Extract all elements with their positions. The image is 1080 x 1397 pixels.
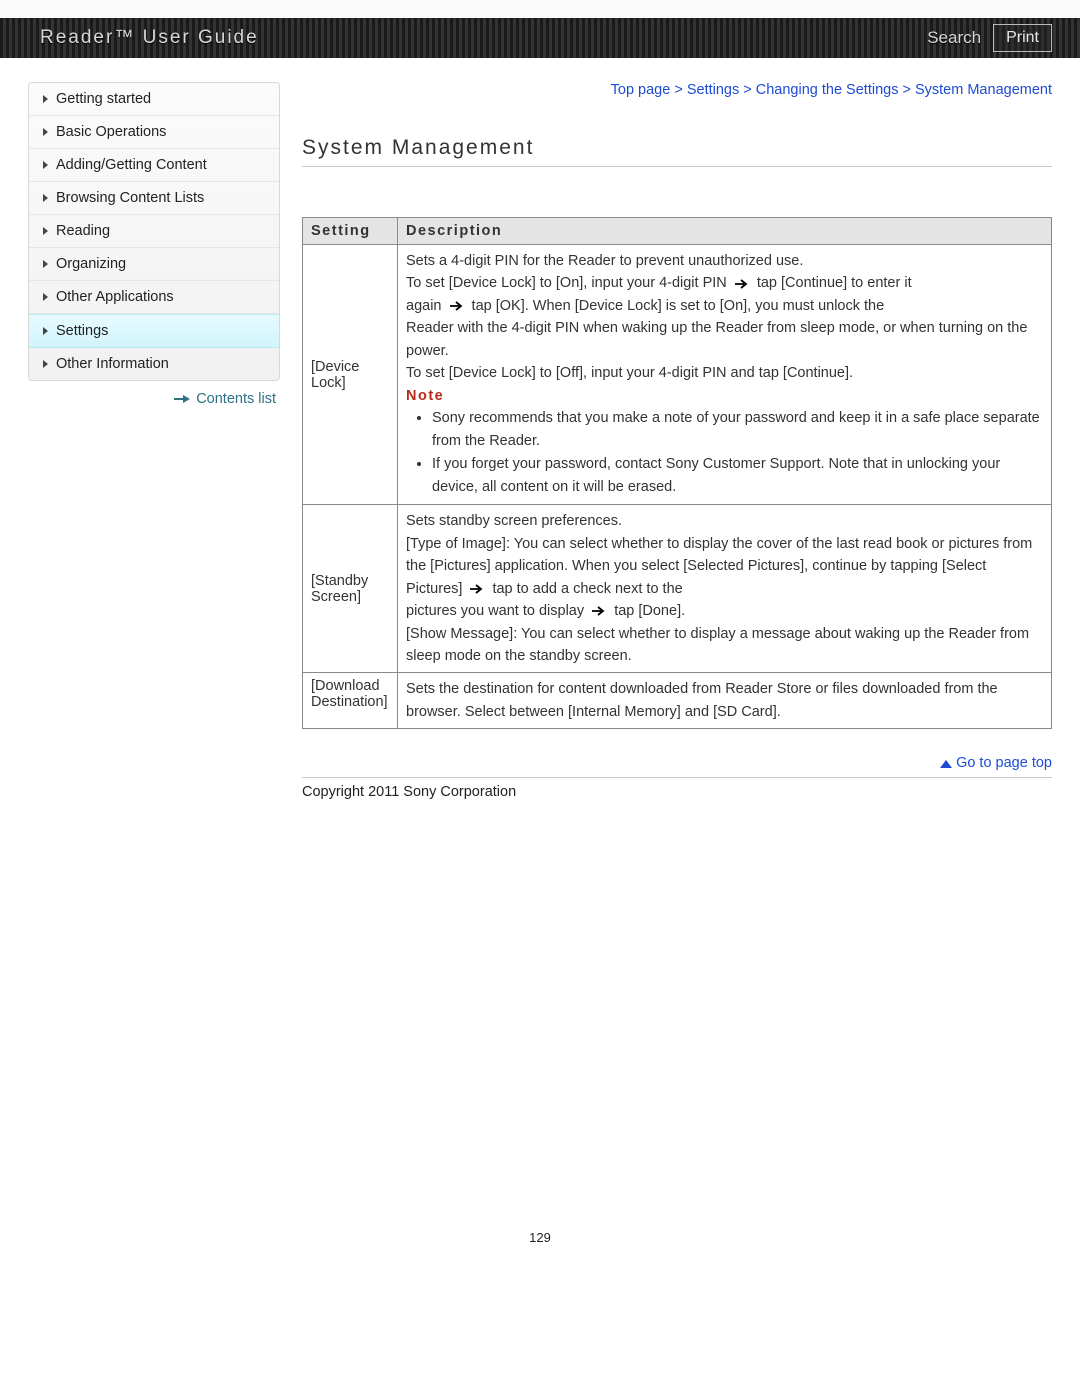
nav-item-browsing-lists[interactable]: Browsing Content Lists [29,182,279,215]
chevron-right-icon [43,360,48,368]
nav-label: Reading [56,223,110,239]
page-title: System Management [302,136,1052,167]
search-link[interactable]: Search [927,28,981,48]
desc-text: To set [Device Lock] to [Off], input you… [406,362,1043,384]
chevron-right-icon [43,327,48,335]
cell-setting: [Standby Screen] [303,505,398,673]
chevron-right-icon [43,194,48,202]
nav-label: Other Information [56,356,169,372]
go-to-top-label: Go to page top [956,755,1052,771]
contents-list-link[interactable]: Contents list [28,381,280,407]
th-setting: Setting [303,218,398,245]
desc-text: Reader with the 4-digit PIN when waking … [406,317,1043,362]
chevron-right-icon [43,227,48,235]
arrow-right-icon [470,584,484,594]
nav-item-settings[interactable]: Settings [29,314,279,348]
note-list: Sony recommends that you make a note of … [406,407,1043,498]
cell-description: Sets a 4-digit PIN for the Reader to pre… [398,245,1052,505]
nav-item-reading[interactable]: Reading [29,215,279,248]
arrow-right-icon [735,279,749,289]
breadcrumb-part[interactable]: Changing the Settings [756,82,899,98]
nav-label: Settings [56,323,108,339]
breadcrumb: Top page > Settings > Changing the Setti… [302,82,1052,98]
cell-description: Sets the destination for content downloa… [398,673,1052,729]
nav-item-other-info[interactable]: Other Information [29,348,279,380]
nav-label: Basic Operations [56,124,166,140]
header-bar: Reader™ User Guide Search Print [0,0,1080,58]
breadcrumb-part: System Management [915,82,1052,98]
breadcrumb-part[interactable]: Settings [687,82,739,98]
settings-table: Setting Description [Device Lock] Sets a… [302,217,1052,729]
arrow-right-icon [592,606,606,616]
sidebar: Getting started Basic Operations Adding/… [28,82,280,800]
desc-text: To set [Device Lock] to [On], input your… [406,272,1043,294]
nav-label: Adding/Getting Content [56,157,207,173]
triangle-up-icon [940,760,952,768]
chevron-right-icon [43,260,48,268]
chevron-right-icon [43,161,48,169]
arrow-right-icon [450,301,464,311]
chevron-right-icon [43,95,48,103]
chevron-right-icon [43,293,48,301]
nav-list: Getting started Basic Operations Adding/… [28,82,280,381]
cell-setting: [Download Destination] [303,673,398,729]
desc-text: again tap [OK]. When [Device Lock] is se… [406,295,1043,317]
desc-text: Sets the destination for content downloa… [406,678,1043,723]
copyright-text: Copyright 2011 Sony Corporation [302,784,1052,800]
nav-label: Getting started [56,91,151,107]
guide-title: Reader™ User Guide [40,27,259,49]
th-description: Description [398,218,1052,245]
desc-text: [Show Message]: You can select whether t… [406,623,1043,668]
desc-text: pictures you want to display tap [Done]. [406,600,1043,622]
note-item: Sony recommends that you make a note of … [432,407,1043,452]
go-to-top-link[interactable]: Go to page top [302,755,1052,771]
table-row: [Device Lock] Sets a 4-digit PIN for the… [303,245,1052,505]
chevron-right-icon [43,128,48,136]
breadcrumb-part[interactable]: Top page [611,82,671,98]
footer: Copyright 2011 Sony Corporation [302,777,1052,800]
nav-item-getting-started[interactable]: Getting started [29,83,279,116]
arrow-right-icon [183,395,190,403]
print-button[interactable]: Print [993,24,1052,52]
cell-description: Sets standby screen preferences. [Type o… [398,505,1052,673]
contents-list-label: Contents list [196,391,276,407]
nav-label: Organizing [56,256,126,272]
nav-label: Other Applications [56,289,174,305]
nav-item-basic-operations[interactable]: Basic Operations [29,116,279,149]
nav-label: Browsing Content Lists [56,190,204,206]
nav-item-organizing[interactable]: Organizing [29,248,279,281]
nav-item-adding-content[interactable]: Adding/Getting Content [29,149,279,182]
nav-item-other-apps[interactable]: Other Applications [29,281,279,314]
desc-text: Sets standby screen preferences. [406,510,1043,532]
note-label: Note [406,385,1043,407]
table-row: [Standby Screen] Sets standby screen pre… [303,505,1052,673]
page-number: 129 [0,1230,1080,1275]
desc-text: [Type of Image]: You can select whether … [406,533,1043,600]
cell-setting: [Device Lock] [303,245,398,505]
desc-text: Sets a 4-digit PIN for the Reader to pre… [406,250,1043,272]
note-item: If you forget your password, contact Son… [432,453,1043,498]
table-row: [Download Destination] Sets the destinat… [303,673,1052,729]
